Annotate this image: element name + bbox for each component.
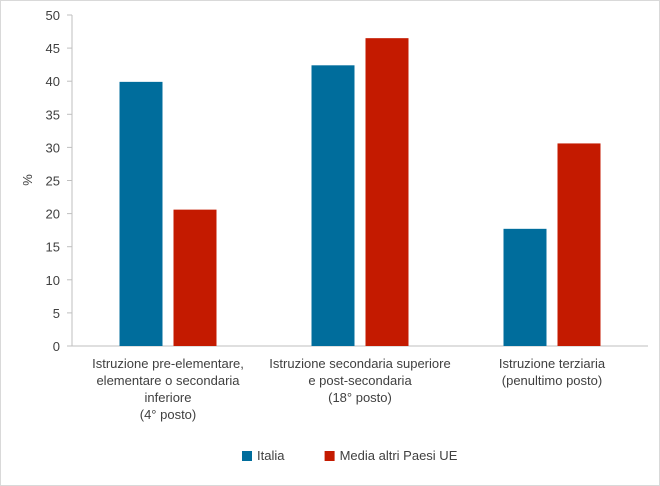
y-tick-label: 20 [46,207,60,222]
category-label: (18° posto) [328,390,392,405]
y-tick-label: 40 [46,74,60,89]
y-tick-label: 25 [46,174,60,189]
legend-label: Media altri Paesi UE [340,448,458,463]
bars [119,38,601,347]
category-label: Istruzione terziaria [499,356,606,371]
category-label: inferiore [145,390,192,405]
category-label: (4° posto) [140,407,197,422]
y-axis-ticks: 0 5 10 15 20 25 30 35 40 45 50 [46,8,72,354]
legend-swatch [324,451,335,461]
y-tick-label: 50 [46,8,60,23]
category-label: elementare o secondaria [96,373,240,388]
bar [119,81,163,346]
legend-label: Italia [257,448,285,463]
category-label: e post-secondaria [308,373,412,388]
y-tick-label: 10 [46,273,60,288]
legend-swatch [242,451,252,461]
bar [173,209,217,346]
category-label: Istruzione secondaria superiore [269,356,450,371]
legend: Italia Media altri Paesi UE [242,448,458,463]
y-tick-label: 30 [46,140,60,155]
bar [557,143,601,346]
y-tick-label: 0 [53,339,60,354]
y-tick-label: 5 [53,306,60,321]
category-labels: Istruzione pre-elementare, elementare o s… [92,356,606,422]
bar [503,228,547,346]
y-axis-label: % [20,174,35,186]
y-tick-label: 15 [46,240,60,255]
bar [365,38,409,347]
category-label: (penultimo posto) [502,373,602,388]
y-tick-label: 45 [46,41,60,56]
bar [311,65,355,346]
y-tick-label: 35 [46,107,60,122]
category-label: Istruzione pre-elementare, [92,356,244,371]
